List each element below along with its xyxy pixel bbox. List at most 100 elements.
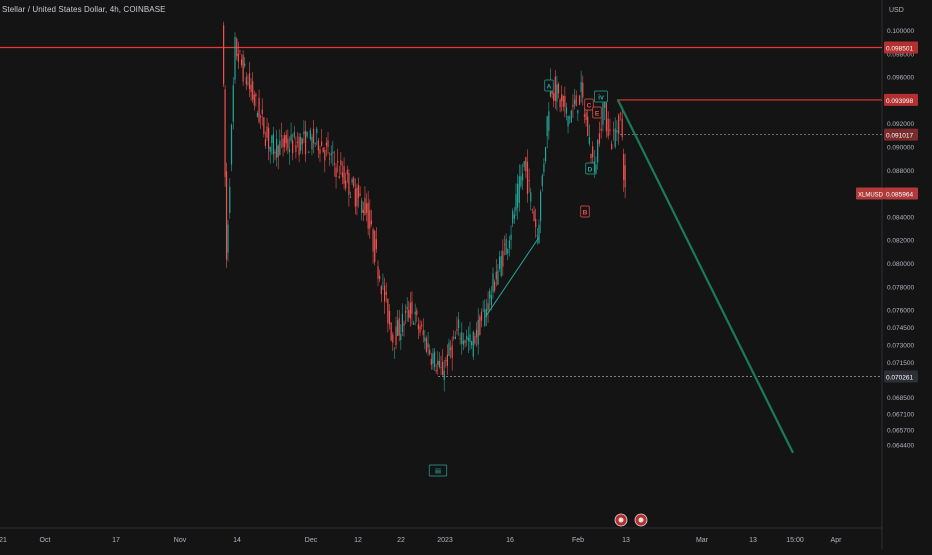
candle-up[interactable] xyxy=(279,140,281,155)
candle-down[interactable] xyxy=(475,329,478,338)
candle-down[interactable] xyxy=(287,138,289,149)
candle-down[interactable] xyxy=(445,360,447,361)
candle-down[interactable] xyxy=(525,157,527,172)
candle-down[interactable] xyxy=(325,142,328,146)
candle-down[interactable] xyxy=(582,82,584,98)
candle-down[interactable] xyxy=(282,138,284,148)
candle-down[interactable] xyxy=(370,220,373,225)
candle-down[interactable] xyxy=(422,330,424,336)
candle-down[interactable] xyxy=(255,93,257,97)
candle-down[interactable] xyxy=(403,323,405,326)
candle-down[interactable] xyxy=(453,337,455,339)
candle-down[interactable] xyxy=(535,219,537,228)
candle-down[interactable] xyxy=(554,76,556,101)
candle-down[interactable] xyxy=(480,311,483,321)
candle-up[interactable] xyxy=(467,337,469,342)
candle-up[interactable] xyxy=(349,196,352,198)
candle-up[interactable] xyxy=(577,110,579,114)
candle-down[interactable] xyxy=(429,349,431,354)
candle-up[interactable] xyxy=(454,336,456,339)
candle-up[interactable] xyxy=(507,249,509,254)
candle-down[interactable] xyxy=(598,133,601,144)
candle-up[interactable] xyxy=(361,200,363,213)
candle-down[interactable] xyxy=(359,193,361,196)
candle-down[interactable] xyxy=(365,203,368,213)
candle-up[interactable] xyxy=(448,342,450,356)
candle-down[interactable] xyxy=(242,54,244,82)
projection-line[interactable] xyxy=(616,99,795,454)
candle-up[interactable] xyxy=(382,282,384,284)
candle-up[interactable] xyxy=(401,313,404,332)
candle-down[interactable] xyxy=(353,178,355,187)
candle-up[interactable] xyxy=(544,147,547,161)
candle-up[interactable] xyxy=(469,334,471,343)
candle-down[interactable] xyxy=(592,146,594,158)
candle-down[interactable] xyxy=(390,322,392,341)
candle-down[interactable] xyxy=(618,115,620,134)
candle-down[interactable] xyxy=(557,83,560,94)
candles[interactable] xyxy=(223,21,626,392)
candle-up[interactable] xyxy=(597,140,599,163)
candle-down[interactable] xyxy=(612,129,615,131)
candle-down[interactable] xyxy=(479,316,481,336)
candle-down[interactable] xyxy=(301,138,303,145)
candle-up[interactable] xyxy=(330,153,332,156)
candle-down[interactable] xyxy=(425,338,428,352)
candle-up[interactable] xyxy=(232,85,234,122)
candle-up[interactable] xyxy=(540,191,542,221)
candle-up[interactable] xyxy=(477,319,479,345)
candle-down[interactable] xyxy=(575,95,577,107)
candle-up[interactable] xyxy=(438,360,440,368)
candle-down[interactable] xyxy=(268,127,270,149)
candle-up[interactable] xyxy=(227,224,229,253)
candle-up[interactable] xyxy=(541,175,543,187)
candle-down[interactable] xyxy=(611,143,613,150)
candle-up[interactable] xyxy=(570,110,572,123)
candle-down[interactable] xyxy=(240,59,243,66)
candle-up[interactable] xyxy=(309,130,311,140)
candle-down[interactable] xyxy=(248,73,251,90)
candle-down[interactable] xyxy=(564,96,566,107)
candle-up[interactable] xyxy=(565,107,568,114)
candle-down[interactable] xyxy=(459,338,461,340)
candle-down[interactable] xyxy=(298,136,300,156)
candle-down[interactable] xyxy=(411,301,413,314)
candle-up[interactable] xyxy=(505,239,507,255)
candle-down[interactable] xyxy=(237,53,239,62)
candle-down[interactable] xyxy=(561,94,563,102)
candle-down[interactable] xyxy=(583,114,586,117)
candle-down[interactable] xyxy=(260,116,262,118)
candle-down[interactable] xyxy=(578,95,581,105)
candle-down[interactable] xyxy=(274,152,276,154)
candle-down[interactable] xyxy=(379,275,381,280)
candle-down[interactable] xyxy=(605,103,608,132)
price-tags[interactable]: 0.098501 0.093998 0.091017 0.070261 0.085964… xyxy=(856,41,918,383)
candle-down[interactable] xyxy=(585,112,587,121)
candle-down[interactable] xyxy=(440,367,442,368)
candle-down[interactable] xyxy=(295,144,297,152)
trendline[interactable] xyxy=(486,237,540,316)
candle-up[interactable] xyxy=(397,320,399,336)
event-marker[interactable] xyxy=(614,513,628,527)
candle-up[interactable] xyxy=(548,111,550,131)
candle-down[interactable] xyxy=(528,180,530,182)
candle-up[interactable] xyxy=(230,124,233,165)
candle-up[interactable] xyxy=(229,186,231,213)
candle-up[interactable] xyxy=(485,309,488,318)
candle-up[interactable] xyxy=(406,306,408,310)
candle-up[interactable] xyxy=(595,164,597,174)
wave-label-B[interactable]: B xyxy=(580,205,590,218)
candle-down[interactable] xyxy=(292,140,294,154)
candle-up[interactable] xyxy=(521,173,524,181)
candle-down[interactable] xyxy=(338,176,340,178)
candle-down[interactable] xyxy=(337,160,339,163)
candle-down[interactable] xyxy=(345,180,347,189)
candle-up[interactable] xyxy=(393,347,396,349)
candle-down[interactable] xyxy=(329,158,331,160)
candle-up[interactable] xyxy=(400,333,402,341)
candle-down[interactable] xyxy=(258,97,260,123)
candle-up[interactable] xyxy=(412,323,415,325)
candle-up[interactable] xyxy=(530,192,532,202)
candle-down[interactable] xyxy=(446,354,448,367)
